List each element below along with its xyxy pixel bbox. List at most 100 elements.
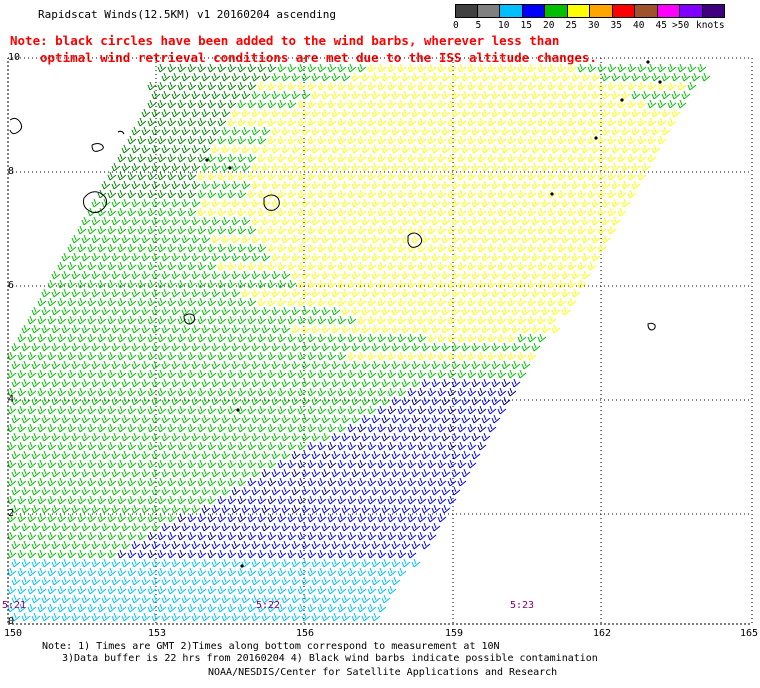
wind-barb — [391, 342, 401, 352]
wind-barb — [341, 180, 351, 190]
wind-barb — [17, 531, 27, 541]
wind-barb — [191, 450, 201, 460]
wind-barb — [581, 162, 591, 172]
wind-barb — [197, 495, 207, 505]
wind-barb — [421, 324, 431, 334]
wind-barb — [341, 576, 351, 586]
wind-barb — [207, 297, 217, 307]
wind-barb — [291, 144, 301, 154]
wind-barb — [247, 225, 257, 235]
wind-barb — [291, 162, 301, 172]
wind-barb — [287, 99, 297, 109]
wind-barb — [511, 324, 521, 334]
wind-barb — [581, 72, 591, 82]
wind-barb — [547, 81, 557, 91]
wind-barb — [211, 342, 221, 352]
wind-barb — [461, 72, 471, 82]
wind-barb — [67, 369, 77, 379]
wind-barb — [131, 540, 141, 550]
wind-barb — [107, 207, 117, 217]
wind-barb — [547, 297, 557, 307]
wind-barb — [397, 261, 407, 271]
wind-barb — [317, 243, 327, 253]
wind-barb — [57, 549, 67, 559]
wind-barb — [407, 549, 417, 559]
wind-barb — [221, 594, 231, 604]
wind-barb — [471, 432, 481, 442]
wind-barb — [291, 504, 301, 514]
wind-barb — [297, 567, 307, 577]
wind-barb — [131, 234, 141, 244]
wind-barb — [507, 135, 517, 145]
wind-barb — [181, 432, 191, 442]
wind-barb — [511, 288, 521, 298]
wind-barb — [101, 450, 111, 460]
wind-barb — [547, 63, 557, 73]
wind-barb — [91, 306, 101, 316]
wind-barb — [437, 117, 447, 127]
wind-barb — [197, 117, 207, 127]
wind-barb — [421, 180, 431, 190]
wind-barb — [471, 270, 481, 280]
wind-barb — [397, 171, 407, 181]
wind-barb — [301, 396, 311, 406]
wind-barb — [507, 369, 517, 379]
wind-barb — [137, 243, 147, 253]
wind-barb — [487, 333, 497, 343]
wind-barb — [147, 477, 157, 487]
wind-barb — [97, 423, 107, 433]
wind-barb — [41, 324, 51, 334]
wind-barb — [501, 198, 511, 208]
wind-barb — [311, 558, 321, 568]
wind-barb — [171, 108, 181, 118]
wind-barb — [451, 72, 461, 82]
wind-barb — [417, 117, 427, 127]
wind-barb — [257, 315, 267, 325]
wind-barb — [247, 603, 257, 613]
wind-barb — [447, 261, 457, 271]
wind-barb — [171, 216, 181, 226]
wind-barb — [397, 99, 407, 109]
wind-barb — [177, 567, 187, 577]
wind-barb — [427, 459, 437, 469]
wind-barb — [451, 126, 461, 136]
wind-barb — [191, 306, 201, 316]
wind-barb — [537, 315, 547, 325]
wind-barb — [207, 189, 217, 199]
wind-barb — [377, 333, 387, 343]
wind-barb — [391, 432, 401, 442]
wind-barb — [397, 459, 407, 469]
wind-barb — [321, 162, 331, 172]
wind-barb — [231, 576, 241, 586]
wind-barb — [667, 99, 677, 109]
wind-barb — [71, 522, 81, 532]
wind-barb — [311, 252, 321, 262]
wind-barb — [591, 216, 601, 226]
wind-barb — [127, 333, 137, 343]
wind-barb — [427, 99, 437, 109]
wind-barb — [287, 585, 297, 595]
wind-barb — [307, 333, 317, 343]
wind-barb — [311, 342, 321, 352]
wind-barb — [7, 459, 17, 469]
wind-barb — [621, 126, 631, 136]
wind-barb — [211, 414, 221, 424]
wind-barb — [327, 603, 337, 613]
wind-barb — [451, 90, 461, 100]
wind-barb — [257, 369, 267, 379]
wind-barb — [101, 612, 111, 622]
wind-barb — [107, 495, 117, 505]
wind-barb — [81, 504, 91, 514]
wind-barb — [387, 441, 397, 451]
wind-barb — [501, 162, 511, 172]
wind-barb — [567, 135, 577, 145]
wind-barb — [127, 585, 137, 595]
wind-barb — [391, 324, 401, 334]
wind-barb — [171, 270, 181, 280]
wind-barb — [87, 585, 97, 595]
wind-barb — [201, 360, 211, 370]
wind-barb — [141, 594, 151, 604]
wind-barb — [311, 324, 321, 334]
wind-barb — [151, 414, 161, 424]
wind-barb — [257, 531, 267, 541]
